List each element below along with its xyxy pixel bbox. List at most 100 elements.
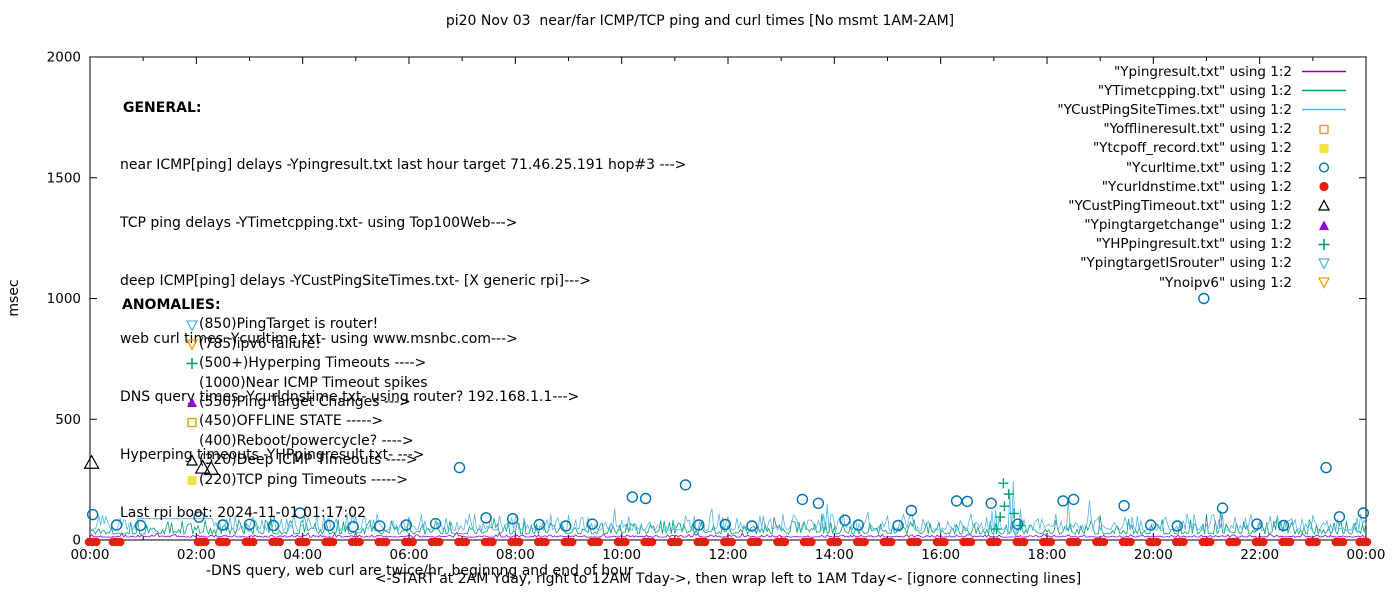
cyan-line-icon <box>1296 103 1352 116</box>
purple-line-icon <box>1296 65 1352 78</box>
legend-label: "Ytcpoff_record.txt" using 1:2 <box>1092 140 1292 157</box>
svg-text:0: 0 <box>72 533 81 549</box>
orange-open-square-icon <box>184 416 199 429</box>
anomaly-text: (500+)Hyperping Timeouts ----> <box>199 355 427 372</box>
svg-text:06:00: 06:00 <box>390 547 429 563</box>
blue-down-triangle-icon <box>1296 257 1352 270</box>
general-line: DNS query times -Ycurldnstime.txt- using… <box>120 389 580 406</box>
svg-text:500: 500 <box>55 412 81 428</box>
legend-entry: "Ynoipv6" using 1:2 <box>1057 273 1352 292</box>
legend-label: "YpingtargetISrouter" using 1:2 <box>1080 255 1292 272</box>
general-line: Hyperping timeouts -YHPpingresult.txt- -… <box>120 446 425 463</box>
svg-text:16:00: 16:00 <box>921 547 960 563</box>
svg-text:02:00: 02:00 <box>177 547 216 563</box>
green-plus-icon <box>1296 238 1352 251</box>
anomaly-text: (220)TCP ping Timeouts -----> <box>199 471 408 488</box>
general-line: web curl times -Ycurltime.txt- using www… <box>120 331 518 348</box>
svg-text:2000: 2000 <box>47 50 81 66</box>
anomaly-item: (550)Ping Target Changes ---> <box>122 393 428 412</box>
anomalies-heading: ANOMALIES: <box>122 297 221 313</box>
anomaly-item: (220)TCP ping Timeouts -----> <box>122 471 428 490</box>
legend-entry: "Ypingtargetchange" using 1:2 <box>1057 216 1352 235</box>
anomaly-text: (400)Reboot/powercycle? ----> <box>199 432 414 449</box>
series-YHPpingresult.txt <box>991 478 1026 535</box>
series-Ycurldnstime.txt <box>84 537 1372 547</box>
general-heading: GENERAL: <box>123 99 202 116</box>
svg-text:04:00: 04:00 <box>283 547 322 563</box>
general-line: near ICMP[ping] delays -Ypingresult.txt … <box>120 157 687 174</box>
legend-entry: "Yofflineresult.txt" using 1:2 <box>1057 120 1352 139</box>
legend-entry: "YCustPingSiteTimes.txt" using 1:2 <box>1057 100 1352 119</box>
anomaly-text: (1000)Near ICMP Timeout spikes <box>199 374 428 391</box>
anomaly-item: (500+)Hyperping Timeouts ----> <box>122 354 428 373</box>
chart-title: pi20 Nov 03 near/far ICMP/TCP ping and c… <box>445 13 955 29</box>
anomaly-text: (785)ipv6 failure! <box>199 335 321 352</box>
anomaly-item: (785)ipv6 failure! <box>122 335 428 354</box>
svg-text:1500: 1500 <box>47 170 81 186</box>
series-YTimetcpping.txt <box>89 510 1367 536</box>
black-open-triangle-icon <box>1296 199 1352 212</box>
blue-down-triangle-icon <box>184 319 199 332</box>
anomaly-item: (1000)Near ICMP Timeout spikes <box>122 374 428 393</box>
general-line: deep ICMP[ping] delays -YCustPingSiteTim… <box>120 273 591 290</box>
legend-entry: "Ytcpoff_record.txt" using 1:2 <box>1057 139 1352 158</box>
svg-text:10:00: 10:00 <box>602 547 641 563</box>
purple-filled-triangle-icon <box>1296 219 1352 232</box>
anomaly-item: (850)PingTarget is router! <box>122 315 428 334</box>
svg-text:12:00: 12:00 <box>709 547 748 563</box>
svg-text:00:00: 00:00 <box>1347 547 1386 563</box>
legend-entry: "Ycurldnstime.txt" using 1:2 <box>1057 177 1352 196</box>
black-open-triangle-icon <box>184 454 199 467</box>
green-line-icon <box>1296 84 1352 97</box>
purple-filled-triangle-icon <box>184 396 199 409</box>
anomaly-text: (450)OFFLINE STATE -----> <box>199 413 384 430</box>
general-line: TCP ping delays -YTimetcpping.txt- using… <box>120 215 518 232</box>
svg-text:08:00: 08:00 <box>496 547 535 563</box>
legend-entry: "YHPpingresult.txt" using 1:2 <box>1057 235 1352 254</box>
anomaly-item: (320)Deep ICMP Timeouts ----> <box>122 451 428 470</box>
general-line: Last rpi boot: 2024-11-01 01:17:02 <box>120 504 366 521</box>
svg-text:1000: 1000 <box>47 291 81 307</box>
legend-entry: "YTimetcpping.txt" using 1:2 <box>1057 81 1352 100</box>
svg-text:00:00: 00:00 <box>71 547 110 563</box>
orange-open-square-icon <box>1296 123 1352 136</box>
legend-label: "Ynoipv6" using 1:2 <box>1158 274 1292 291</box>
blue-open-circle-icon <box>1296 161 1352 174</box>
legend-label: "Ycurldnstime.txt" using 1:2 <box>1101 178 1292 195</box>
y-axis-label: msec <box>6 279 22 317</box>
series-Ycurltime.txt <box>86 292 1370 533</box>
svg-text:18:00: 18:00 <box>1028 547 1067 563</box>
legend-label: "YCustPingSiteTimes.txt" using 1:2 <box>1057 101 1292 118</box>
legend-entry: "YCustPingTimeout.txt" using 1:2 <box>1057 196 1352 215</box>
yellow-filled-square-icon <box>1296 142 1352 155</box>
x-axis-label: <-START at 2AM Yday, right to 12AM Tday-… <box>374 571 1082 587</box>
anomaly-text: (320)Deep ICMP Timeouts ----> <box>199 452 418 469</box>
general-notes: GENERAL: near ICMP[ping] delays -Ypingre… <box>120 60 688 600</box>
general-subline: -DNS query, web curl are twice/hr, begin… <box>206 562 634 579</box>
svg-text:22:00: 22:00 <box>1240 547 1279 563</box>
orange-down-triangle-icon <box>184 338 199 351</box>
legend-label: "YTimetcpping.txt" using 1:2 <box>1097 82 1292 99</box>
yellow-filled-square-icon <box>184 474 199 487</box>
series-YCustPingSiteTimes.txt <box>89 480 1367 537</box>
anomaly-item: (400)Reboot/powercycle? ----> <box>122 432 428 451</box>
svg-text:20:00: 20:00 <box>1134 547 1173 563</box>
legend-label: "Ypingtargetchange" using 1:2 <box>1084 217 1292 234</box>
series-YCustPingTimeout.txt <box>83 454 220 475</box>
legend-label: "YHPpingresult.txt" using 1:2 <box>1095 236 1292 253</box>
legend-entry: "Ycurltime.txt" using 1:2 <box>1057 158 1352 177</box>
anomaly-text: (850)PingTarget is router! <box>199 316 379 333</box>
green-plus-icon <box>184 357 199 370</box>
orange-down-triangle-icon <box>1296 276 1352 290</box>
legend: "Ypingresult.txt" using 1:2 "YTimetcppin… <box>1057 62 1352 292</box>
legend-label: "Yofflineresult.txt" using 1:2 <box>1103 121 1292 138</box>
anomalies-notes: ANOMALIES: (850)PingTarget is router! (7… <box>122 296 428 490</box>
svg-text:14:00: 14:00 <box>815 547 854 563</box>
legend-label: "YCustPingTimeout.txt" using 1:2 <box>1068 197 1292 214</box>
legend-entry: "Ypingresult.txt" using 1:2 <box>1057 62 1352 81</box>
red-filled-circle-icon <box>1296 180 1352 193</box>
legend-entry: "YpingtargetISrouter" using 1:2 <box>1057 254 1352 273</box>
tick-labels: 00:00 02:00 04:00 06:00 08:00 10:00 12:00 14:00… <box>47 50 1386 564</box>
